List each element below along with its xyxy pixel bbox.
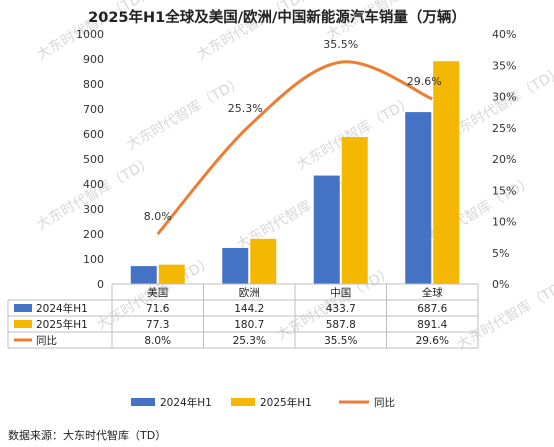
legend-label: 2025年H1 xyxy=(260,396,312,409)
y-right-tick-label: 35% xyxy=(492,59,516,72)
chart-title: 2025年H1全球及美国/欧洲/中国新能源汽车销量（万辆） xyxy=(88,8,466,26)
y-right-tick-label: 15% xyxy=(492,184,516,197)
bars xyxy=(130,61,460,285)
table-cell: 180.7 xyxy=(234,319,264,331)
legend-swatch xyxy=(231,398,255,406)
bar-2024h1 xyxy=(130,266,157,284)
data-table: 美国 欧洲 中国 全球 2024年H1 71.6 144.2 433.7 687.6 2025年H… xyxy=(7,283,479,349)
table-cell: 29.6% xyxy=(416,335,449,347)
y-left-tick-label: 100 xyxy=(83,253,104,266)
watermark-text: 大东时代智库（TD） xyxy=(414,174,536,254)
table-series-name: 同比 xyxy=(36,334,57,347)
table-cell: 687.6 xyxy=(417,303,447,315)
y-left-tick-label: 900 xyxy=(83,53,104,66)
table-cell: 891.4 xyxy=(417,319,447,331)
y-right-tick-label: 30% xyxy=(492,91,516,104)
table-cell: 8.0% xyxy=(144,335,171,347)
table-cell: 35.5% xyxy=(324,335,357,347)
y-right-tick-label: 25% xyxy=(492,122,516,135)
bar-2025h1 xyxy=(250,238,277,284)
y-right-tick-label: 5% xyxy=(492,247,509,260)
bar-2025h1 xyxy=(341,137,368,284)
table-key-swatch xyxy=(14,304,32,312)
y-left-tick-label: 800 xyxy=(83,78,104,91)
y-left-tick-label: 500 xyxy=(83,153,104,166)
y-left-tick-label: 0 xyxy=(97,278,104,291)
yoy-data-label: 29.6% xyxy=(407,75,442,88)
bar-2024h1 xyxy=(313,175,340,284)
y-left-tick-label: 600 xyxy=(83,128,104,141)
legend: 2024年H1 2025年H1 同比 xyxy=(131,396,395,409)
category-label: 中国 xyxy=(330,286,351,299)
table-cell: 71.6 xyxy=(146,303,170,315)
table-cell: 144.2 xyxy=(234,303,264,315)
y-right-tick-label: 0% xyxy=(492,278,509,291)
y-right-tick-label: 40% xyxy=(492,28,516,41)
table-cell: 587.8 xyxy=(326,319,356,331)
yoy-data-label: 25.3% xyxy=(228,102,263,115)
y-right-tick-label: 10% xyxy=(492,216,516,229)
y-left-tick-label: 200 xyxy=(83,228,104,241)
yoy-data-label: 35.5% xyxy=(323,38,358,51)
table-series-name: 2024年H1 xyxy=(36,302,88,315)
bar-2025h1 xyxy=(433,61,460,285)
category-label: 欧洲 xyxy=(239,287,260,299)
bar-2024h1 xyxy=(405,112,432,284)
table-cell: 25.3% xyxy=(233,335,266,347)
yoy-line-path xyxy=(156,60,433,235)
yoy-data-label: 8.0% xyxy=(144,210,172,223)
category-label: 美国 xyxy=(147,286,168,299)
bar-2025h1 xyxy=(158,264,185,284)
category-label: 全球 xyxy=(422,286,443,299)
table-cell: 433.7 xyxy=(326,303,356,315)
yoy-line: 8.0% 25.3% 35.5% 29.6% xyxy=(144,38,442,235)
y-left-tick-label: 700 xyxy=(83,103,104,116)
source-note: 数据来源：大东时代智库（TD） xyxy=(8,428,166,442)
y-left-tick-label: 300 xyxy=(83,203,104,216)
legend-label: 同比 xyxy=(374,396,395,409)
y-right-tick-label: 20% xyxy=(492,153,516,166)
table-cell: 77.3 xyxy=(146,319,169,331)
legend-swatch xyxy=(131,398,155,406)
legend-label: 2024年H1 xyxy=(160,396,212,409)
bar-2024h1 xyxy=(222,247,249,284)
table-series-name: 2025年H1 xyxy=(36,318,88,331)
table-key-swatch xyxy=(14,320,32,328)
y-left-tick-label: 400 xyxy=(83,178,104,191)
y-left-tick-label: 1000 xyxy=(76,28,104,41)
